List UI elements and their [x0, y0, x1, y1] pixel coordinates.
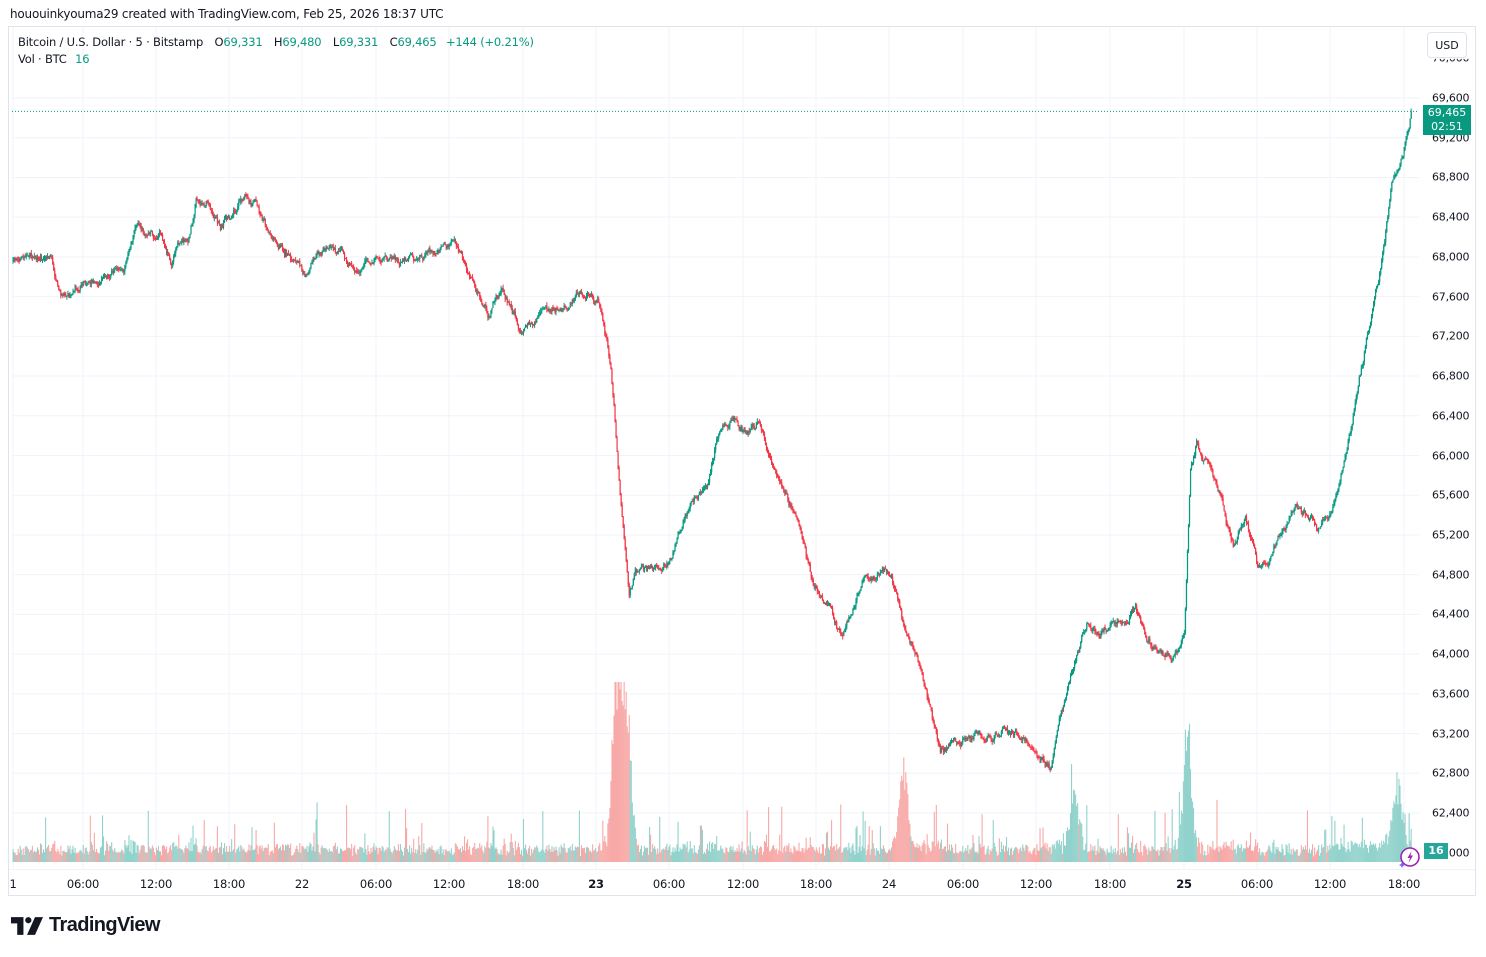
time-tick-label: 12:00: [1019, 877, 1053, 891]
logo-text: TradingView: [49, 914, 160, 936]
price-tick-label: 66,400: [1432, 409, 1470, 423]
change-value: +144 (+0.21%): [445, 35, 534, 49]
price-tick-label: 70,000: [1432, 59, 1469, 65]
price-tick-label: 68,800: [1432, 170, 1470, 184]
price-tick-label: 64,000: [1432, 647, 1470, 661]
volume-value: 16: [75, 52, 90, 66]
price-tick-label: 67,200: [1432, 329, 1470, 343]
price-chart-pane[interactable]: [12, 27, 1419, 869]
time-tick-label: 06:00: [359, 877, 393, 891]
time-tick-label: 06:00: [946, 877, 980, 891]
price-tick-label: 67,600: [1432, 290, 1470, 304]
last-price-value: 69,465: [1427, 106, 1467, 119]
time-tick-label: 18:00: [1093, 877, 1127, 891]
price-tick-label: 69,600: [1432, 91, 1470, 105]
time-tick-label: 12:00: [139, 877, 173, 891]
price-tick-label: 64,400: [1432, 607, 1470, 621]
high-value: 69,480: [282, 35, 322, 49]
chart-frame: [8, 26, 1476, 896]
candlestick-chart[interactable]: [12, 27, 1419, 869]
low-value: 69,331: [339, 35, 379, 49]
time-tick-label: 06:00: [652, 877, 686, 891]
price-tick-label: 62,400: [1432, 806, 1470, 820]
time-tick-label: 06:00: [66, 877, 100, 891]
legend-volume-row: Vol · BTC 16: [18, 51, 534, 68]
price-tick-label: 63,600: [1432, 687, 1470, 701]
time-tick-label: 12:00: [432, 877, 466, 891]
currency-button[interactable]: USD: [1427, 32, 1467, 58]
lightning-assistant-button[interactable]: [1397, 845, 1421, 869]
time-tick-label: 18:00: [1387, 877, 1421, 891]
tradingview-logo[interactable]: TradingView: [11, 914, 160, 937]
legend-ohlc-row: Bitcoin / U.S. Dollar · 5 · Bitstamp O69…: [18, 34, 534, 51]
price-tick-label: 64,800: [1432, 568, 1470, 582]
time-tick-label: 22: [294, 877, 310, 891]
open-value: 69,331: [223, 35, 263, 49]
time-tick-label: 18:00: [212, 877, 246, 891]
last-price-tag: 69,465 02:51: [1423, 105, 1471, 135]
time-tick-label: 24: [881, 877, 897, 891]
price-tick-label: 65,200: [1432, 528, 1470, 542]
time-axis[interactable]: [9, 869, 1475, 896]
time-tick-label: 1: [9, 877, 17, 891]
price-tick-label: 62,800: [1432, 766, 1470, 780]
price-tick-label: 68,400: [1432, 210, 1470, 224]
volume-bars: [12, 682, 1412, 862]
symbol-title[interactable]: Bitcoin / U.S. Dollar · 5 · Bitstamp: [18, 35, 204, 49]
time-tick-label: 12:00: [726, 877, 760, 891]
high-label: H: [273, 35, 283, 49]
chart-legend: Bitcoin / U.S. Dollar · 5 · Bitstamp O69…: [18, 34, 534, 68]
time-tick-label: 18:00: [799, 877, 833, 891]
chart-credit: hououinkyouma29 created with TradingView…: [10, 7, 444, 21]
time-tick-label: 12:00: [1313, 877, 1347, 891]
candles: [12, 108, 1412, 773]
tradingview-logo-icon: [11, 916, 43, 935]
time-tick-label: 25: [1176, 877, 1192, 891]
price-tick-label: 66,800: [1432, 369, 1470, 383]
time-tick-label: 23: [588, 877, 604, 891]
close-value: 69,465: [397, 35, 437, 49]
lightning-icon: [1399, 847, 1420, 868]
volume-tag: 16: [1424, 843, 1448, 859]
close-label: C: [389, 35, 398, 49]
price-axis[interactable]: [1420, 27, 1475, 869]
price-tick-label: 68,000: [1432, 250, 1470, 264]
bar-countdown: 02:51: [1431, 120, 1463, 133]
price-tick-label: 66,000: [1432, 449, 1470, 462]
open-label: O: [214, 35, 224, 49]
price-tick-label: 63,200: [1432, 727, 1470, 741]
volume-label[interactable]: Vol · BTC: [18, 52, 67, 66]
price-tick-label: 65,600: [1432, 488, 1470, 502]
low-label: L: [332, 35, 340, 49]
time-tick-label: 06:00: [1240, 877, 1274, 891]
time-tick-label: 18:00: [506, 877, 540, 891]
